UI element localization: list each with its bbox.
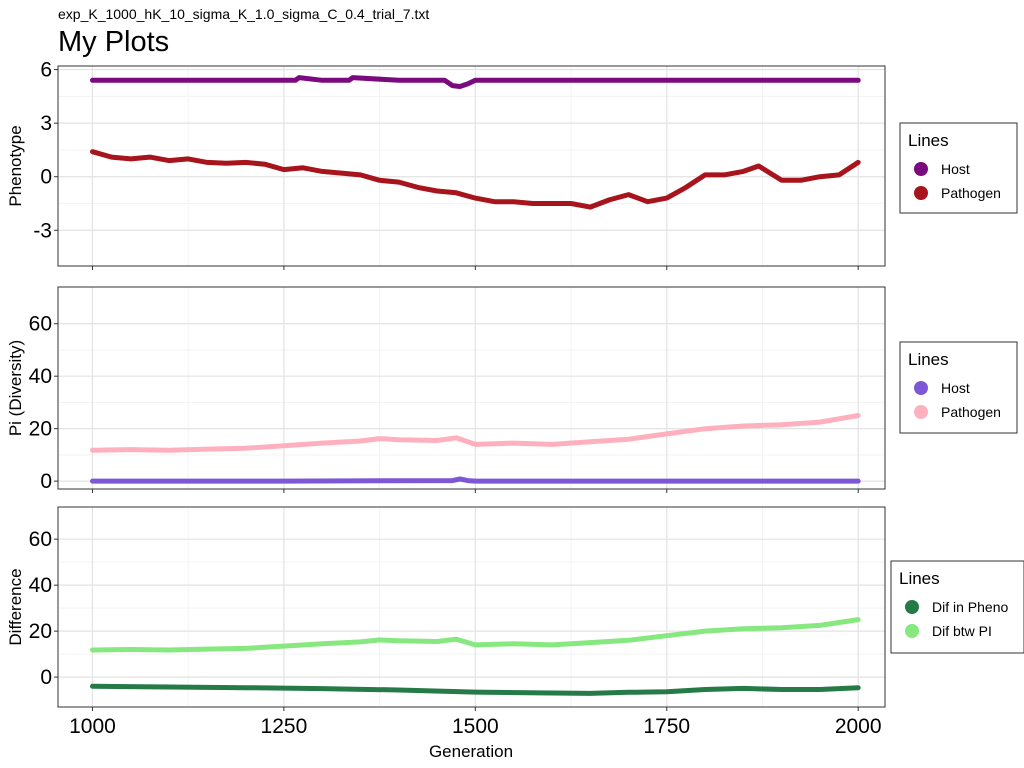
y-tick-label: 6 [40, 59, 52, 82]
legend-title: Lines [899, 569, 940, 588]
series-line-dif-in-pheno [90, 683, 861, 696]
y-axis-title: Pi (Diversity) [6, 340, 25, 436]
panel-diversity: 60 40 20 0 Pi (Diversity) Lines Host Pathogen [6, 286, 1018, 493]
legend-label: Pathogen [941, 404, 1001, 420]
x-tick-label: 1500 [452, 715, 499, 738]
x-tick-label: 1250 [261, 715, 308, 738]
legend: Lines Host Pathogen [899, 122, 1018, 214]
legend-label: Host [941, 380, 970, 396]
figure-subtitle: exp_K_1000_hK_10_sigma_K_1.0_sigma_C_0.4… [58, 6, 430, 22]
series-line-host [90, 75, 861, 89]
series-line-pathogen [90, 149, 861, 210]
y-tick-label: 40 [29, 574, 52, 597]
y-tick-label: 60 [29, 528, 52, 551]
legend-key [905, 624, 919, 638]
x-tick-label: 2000 [835, 715, 882, 738]
panel-difference: 60 40 20 0 1000 1250 1500 1750 2000 Difference Lin… [6, 506, 1024, 738]
legend-key [914, 186, 928, 200]
x-tick-label: 1000 [69, 715, 116, 738]
legend-label: Pathogen [941, 185, 1001, 201]
legend-key [914, 405, 928, 419]
y-axis-title: Difference [6, 568, 25, 645]
y-tick-label: 20 [29, 620, 52, 643]
y-tick-label: 60 [29, 313, 52, 336]
panel-phenotype: 6 3 0 -3 Phenotype Lines Host Pathogen [6, 59, 1018, 270]
y-tick-label: 0 [40, 666, 52, 689]
legend-key [914, 162, 928, 176]
figure-title: My Plots [58, 26, 170, 58]
legend-label: Dif in Pheno [932, 599, 1008, 615]
y-tick-label: 0 [40, 470, 52, 493]
y-tick-label: 0 [40, 166, 52, 189]
legend-label: Host [941, 161, 970, 177]
y-axis-title: Phenotype [6, 125, 25, 206]
y-tick-label: 20 [29, 418, 52, 441]
panel-border [57, 506, 886, 708]
legend-title: Lines [908, 350, 949, 369]
legend: Lines Dif in Pheno Dif btw PI [890, 560, 1024, 654]
y-tick-label: 3 [40, 112, 52, 135]
panel-border [57, 65, 886, 267]
y-tick-label: 40 [29, 365, 52, 388]
x-axis-title: Generation [429, 742, 513, 761]
y-tick-label: -3 [33, 219, 52, 242]
panel-background [58, 507, 885, 707]
legend-label: Dif btw PI [932, 623, 992, 639]
x-tick-label: 1750 [643, 715, 690, 738]
legend-key [905, 600, 919, 614]
legend: Lines Host Pathogen [899, 341, 1018, 434]
panel-background [58, 287, 885, 489]
series-line-pathogen [90, 413, 861, 453]
legend-title: Lines [908, 131, 949, 150]
panel-border [57, 286, 886, 490]
series-line-host [90, 476, 861, 484]
legend-key [914, 381, 928, 395]
panel-background [58, 66, 885, 266]
series-line-dif-btw-pi [90, 617, 861, 653]
